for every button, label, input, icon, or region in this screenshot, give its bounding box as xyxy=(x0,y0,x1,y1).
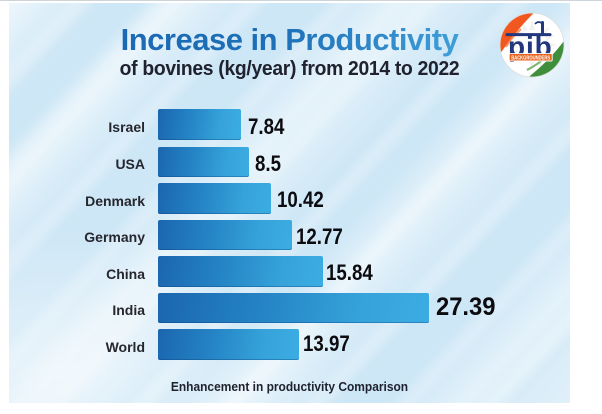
svg-text:BACKGROUNDERS: BACKGROUNDERS xyxy=(511,55,550,61)
